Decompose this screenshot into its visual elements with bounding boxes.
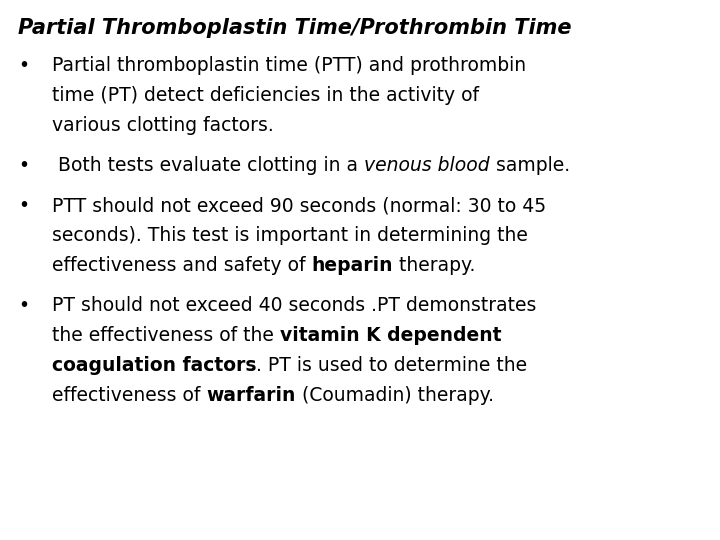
Text: seconds). This test is important in determining the: seconds). This test is important in dete… [52,226,528,245]
Text: Both tests evaluate clotting in a: Both tests evaluate clotting in a [52,156,364,175]
Text: effectiveness and safety of: effectiveness and safety of [52,256,312,275]
Text: Partial thromboplastin time (PTT) and prothrombin: Partial thromboplastin time (PTT) and pr… [52,56,526,75]
Text: PT should not exceed 40 seconds .PT demonstrates: PT should not exceed 40 seconds .PT demo… [52,296,536,315]
Text: (Coumadin) therapy.: (Coumadin) therapy. [296,386,494,405]
Text: warfarin: warfarin [207,386,296,405]
Text: Partial Thromboplastin Time/Prothrombin Time: Partial Thromboplastin Time/Prothrombin … [18,18,572,38]
Text: heparin: heparin [312,256,393,275]
Text: •: • [18,196,29,215]
Text: time (PT) detect deficiencies in the activity of: time (PT) detect deficiencies in the act… [52,86,479,105]
Text: venous blood: venous blood [364,156,490,175]
Text: the effectiveness of the: the effectiveness of the [52,326,280,345]
Text: effectiveness of: effectiveness of [52,386,207,405]
Text: •: • [18,56,29,75]
Text: vitamin K dependent: vitamin K dependent [280,326,501,345]
Text: sample.: sample. [490,156,570,175]
Text: PTT should not exceed 90 seconds (normal: 30 to 45: PTT should not exceed 90 seconds (normal… [52,196,546,215]
Text: coagulation factors: coagulation factors [52,356,256,375]
Text: various clotting factors.: various clotting factors. [52,116,274,135]
Text: . PT is used to determine the: . PT is used to determine the [256,356,528,375]
Text: •: • [18,296,29,315]
Text: •: • [18,156,29,175]
Text: therapy.: therapy. [393,256,475,275]
